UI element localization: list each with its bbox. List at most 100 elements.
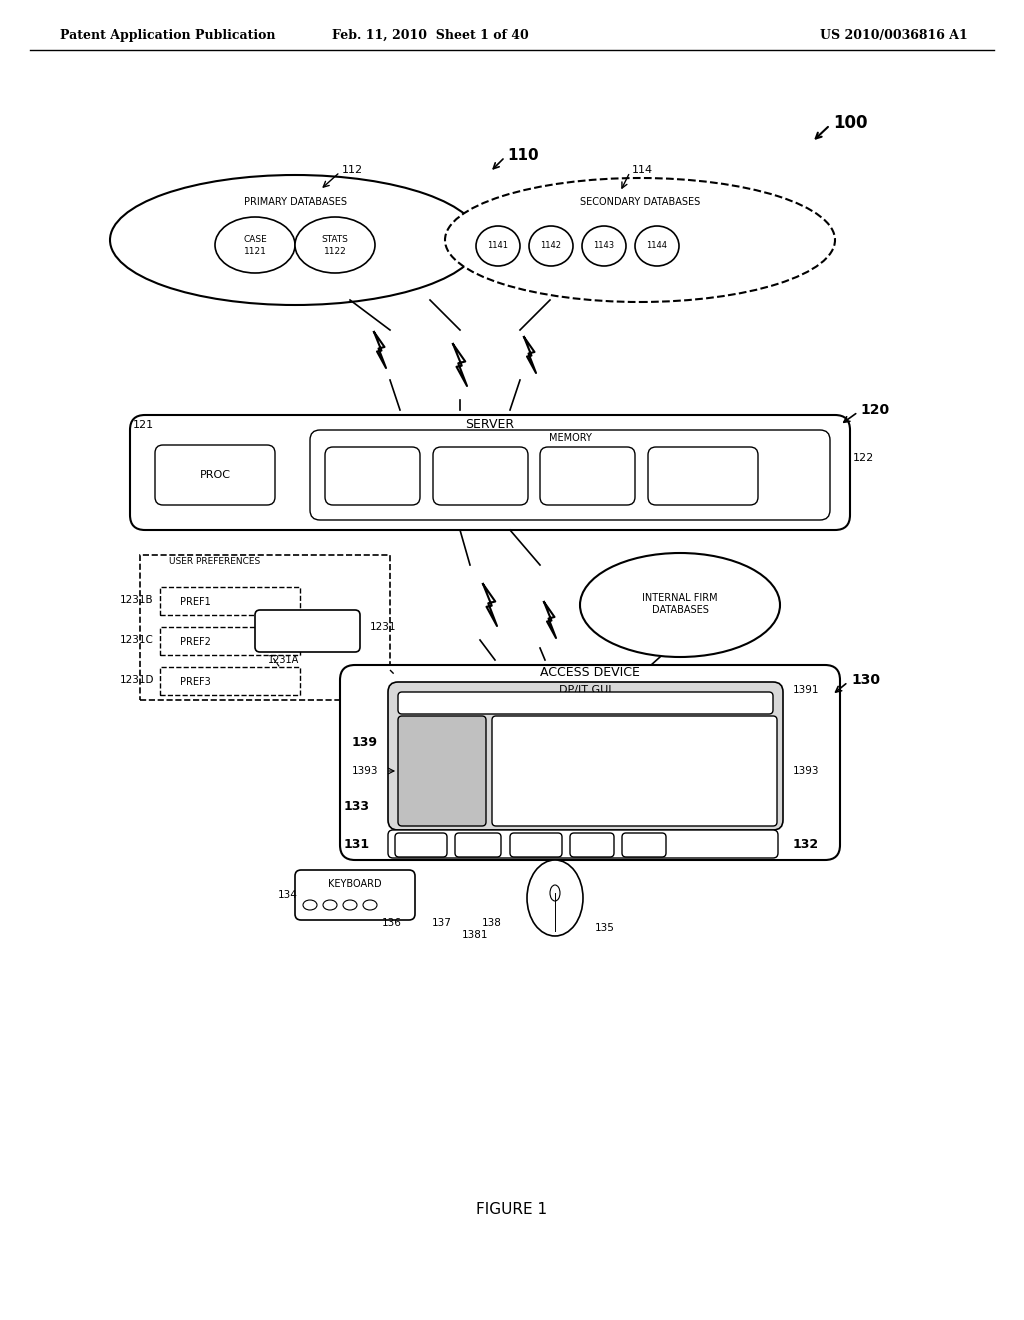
Text: SECONDARY DATABASES: SECONDARY DATABASES xyxy=(580,197,700,207)
Text: 130: 130 xyxy=(851,673,880,686)
Text: BRSR: BRSR xyxy=(524,841,548,850)
FancyBboxPatch shape xyxy=(433,447,528,506)
Text: DP: DP xyxy=(586,841,598,850)
Text: 1381: 1381 xyxy=(462,931,488,940)
FancyBboxPatch shape xyxy=(255,610,360,652)
Text: 129: 129 xyxy=(693,492,713,503)
Text: 110: 110 xyxy=(507,148,539,162)
Text: prece: prece xyxy=(404,751,429,759)
Text: 1143: 1143 xyxy=(594,242,614,251)
Text: USER ID: USER ID xyxy=(284,626,331,636)
Text: 1144: 1144 xyxy=(646,242,668,251)
Text: 114: 114 xyxy=(632,165,653,176)
Text: 134: 134 xyxy=(278,890,298,900)
Text: PREF2: PREF2 xyxy=(180,638,211,647)
Text: PRIMARY: PRIMARY xyxy=(461,463,500,473)
FancyBboxPatch shape xyxy=(310,430,830,520)
Text: 1142: 1142 xyxy=(541,242,561,251)
FancyBboxPatch shape xyxy=(648,447,758,506)
Text: 1393: 1393 xyxy=(793,766,819,776)
Text: 124: 124 xyxy=(471,487,489,498)
Text: 1391: 1391 xyxy=(793,685,819,696)
Text: OS: OS xyxy=(472,841,484,850)
Ellipse shape xyxy=(303,900,317,909)
FancyBboxPatch shape xyxy=(325,447,420,506)
Text: PREF1: PREF1 xyxy=(180,597,211,607)
FancyBboxPatch shape xyxy=(492,715,777,826)
FancyBboxPatch shape xyxy=(160,587,300,615)
FancyBboxPatch shape xyxy=(540,447,635,506)
Ellipse shape xyxy=(476,226,520,267)
Text: INFO: INFO xyxy=(693,459,713,469)
FancyBboxPatch shape xyxy=(160,627,300,655)
Ellipse shape xyxy=(529,226,573,267)
Text: FIGURE 1: FIGURE 1 xyxy=(476,1203,548,1217)
Text: 1231D: 1231D xyxy=(120,675,155,685)
Text: 1122: 1122 xyxy=(324,248,346,256)
Ellipse shape xyxy=(362,900,377,909)
Text: IIT: IIT xyxy=(639,841,649,850)
FancyBboxPatch shape xyxy=(388,830,778,858)
Ellipse shape xyxy=(580,553,780,657)
Text: SUBSCR DB: SUBSCR DB xyxy=(346,467,398,477)
Ellipse shape xyxy=(445,178,835,302)
Text: 112: 112 xyxy=(342,165,364,176)
Text: TOOLS: TOOLS xyxy=(689,482,717,491)
Text: 1231C: 1231C xyxy=(120,635,154,645)
Text: 137: 137 xyxy=(432,917,452,928)
Text: MEMORY: MEMORY xyxy=(549,433,592,444)
Text: USER PREFERENCES: USER PREFERENCES xyxy=(169,557,261,566)
Text: dent: dent xyxy=(404,763,425,771)
Text: 1393: 1393 xyxy=(352,766,379,776)
FancyBboxPatch shape xyxy=(510,833,562,857)
Text: 138: 138 xyxy=(482,917,502,928)
FancyBboxPatch shape xyxy=(295,870,415,920)
Text: DATABASES: DATABASES xyxy=(651,605,709,615)
Text: SRCH: SRCH xyxy=(468,475,493,484)
Text: 135: 135 xyxy=(595,923,614,933)
Text: 139: 139 xyxy=(352,735,378,748)
FancyBboxPatch shape xyxy=(622,833,666,857)
FancyBboxPatch shape xyxy=(398,715,486,826)
Text: 123: 123 xyxy=(362,479,381,488)
Text: 1141: 1141 xyxy=(487,242,509,251)
Ellipse shape xyxy=(343,900,357,909)
Text: ACCESS DEVICE: ACCESS DEVICE xyxy=(540,665,640,678)
Ellipse shape xyxy=(527,861,583,936)
Ellipse shape xyxy=(215,216,295,273)
Text: MEMORY: MEMORY xyxy=(575,840,614,849)
Text: 1121: 1121 xyxy=(244,248,266,256)
FancyBboxPatch shape xyxy=(398,692,773,714)
Ellipse shape xyxy=(323,900,337,909)
Text: 122: 122 xyxy=(853,453,874,463)
FancyBboxPatch shape xyxy=(155,445,275,506)
Text: 1231A: 1231A xyxy=(268,655,299,665)
Text: KEYBOARD: KEYBOARD xyxy=(328,879,382,888)
Text: 136: 136 xyxy=(382,917,401,928)
Text: PREF3: PREF3 xyxy=(180,677,211,686)
Text: INTEGRATION: INTEGRATION xyxy=(675,470,731,479)
FancyBboxPatch shape xyxy=(455,833,501,857)
Text: region: region xyxy=(404,775,433,784)
Text: INTERNAL FIRM: INTERNAL FIRM xyxy=(642,593,718,603)
Text: US 2010/0036816 A1: US 2010/0036816 A1 xyxy=(820,29,968,41)
Text: 100: 100 xyxy=(833,114,867,132)
Ellipse shape xyxy=(582,226,626,267)
Text: 1392: 1392 xyxy=(618,764,650,777)
Text: PROC: PROC xyxy=(410,841,433,850)
Text: 1231: 1231 xyxy=(370,622,396,632)
Ellipse shape xyxy=(550,884,560,902)
Text: PRIMARY DATABASES: PRIMARY DATABASES xyxy=(244,197,346,207)
FancyBboxPatch shape xyxy=(130,414,850,531)
Text: Patent Application Publication: Patent Application Publication xyxy=(60,29,275,41)
Text: 131: 131 xyxy=(344,837,370,850)
Text: 133: 133 xyxy=(344,800,370,813)
FancyBboxPatch shape xyxy=(570,833,614,857)
Ellipse shape xyxy=(110,176,480,305)
Text: 1231B: 1231B xyxy=(120,595,154,605)
Text: SRCH: SRCH xyxy=(574,475,599,484)
Text: PROC: PROC xyxy=(200,470,230,480)
FancyBboxPatch shape xyxy=(160,667,300,696)
Text: 120: 120 xyxy=(860,403,889,417)
Text: DP/IT GUI: DP/IT GUI xyxy=(559,685,611,696)
